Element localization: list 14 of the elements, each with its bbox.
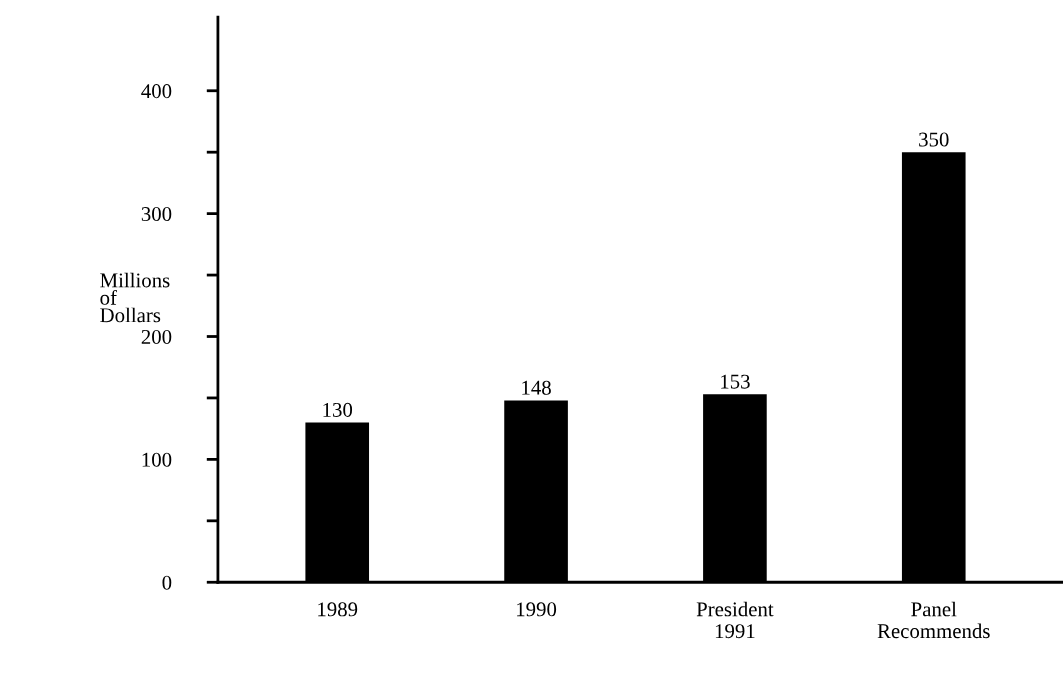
x-tick-label: 1989 [318, 602, 358, 617]
x-tick-label: 1990 [517, 602, 557, 617]
y-axis-title: Millions of Dollars [100, 272, 170, 323]
x-tick-label: Panel Recommends [877, 601, 990, 639]
y-tick-label: 400 [141, 84, 172, 99]
y-tick-label: 300 [141, 207, 172, 222]
y-tick-label: 0 [162, 575, 172, 590]
data-label: 153 [721, 374, 750, 389]
x-tick-label: President 1991 [696, 601, 774, 639]
data-label: 130 [323, 402, 353, 417]
data-label: 148 [522, 380, 551, 395]
y-tick-label: 200 [141, 329, 172, 344]
y-tick-label: 100 [142, 452, 172, 467]
data-label: 350 [919, 132, 949, 147]
